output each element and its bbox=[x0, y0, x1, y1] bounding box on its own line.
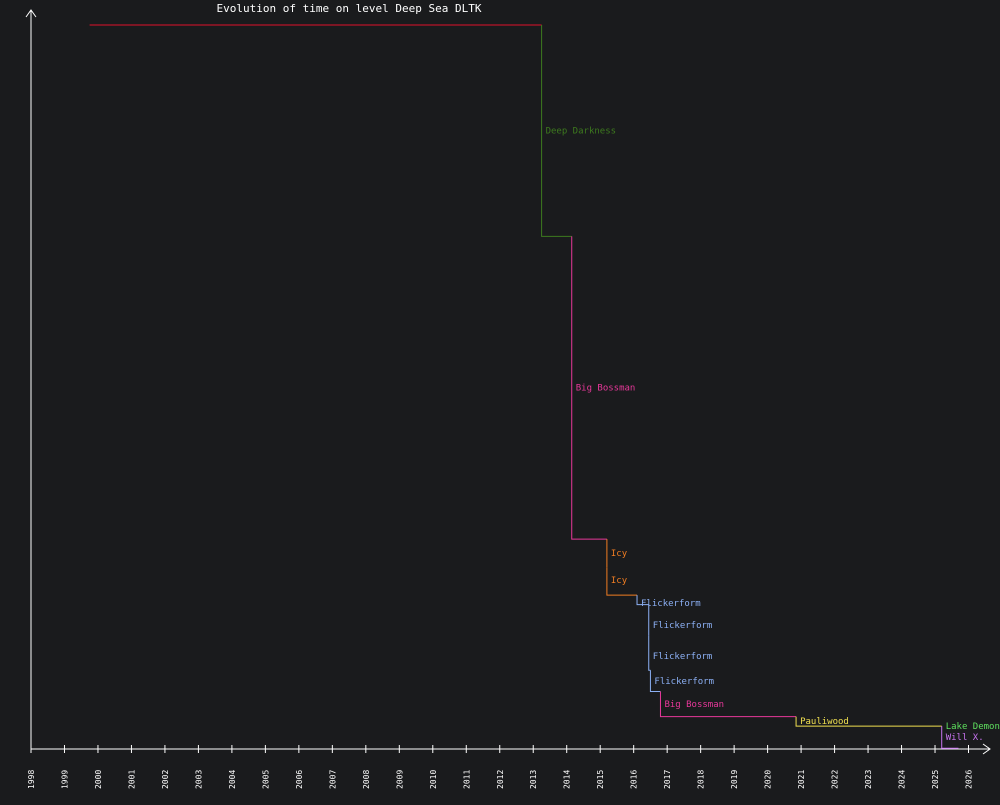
record-step bbox=[571, 236, 607, 540]
x-tick-label: 2021 bbox=[797, 770, 806, 789]
x-tick-label: 2005 bbox=[261, 770, 270, 789]
x-tick-label: 2002 bbox=[161, 770, 170, 789]
x-tick-label: 2018 bbox=[697, 770, 706, 789]
holder-label: Flickerform bbox=[654, 677, 714, 687]
x-tick-label: 2006 bbox=[295, 770, 304, 789]
x-tick-label: 2026 bbox=[965, 770, 974, 789]
holder-label: Pauliwood bbox=[800, 717, 849, 727]
x-tick-label: 2015 bbox=[596, 770, 605, 789]
x-tick-label: 1999 bbox=[60, 770, 69, 789]
holder-label: Flickerform bbox=[641, 599, 701, 609]
record-step bbox=[606, 567, 638, 596]
record-step bbox=[649, 670, 661, 693]
x-tick-label: 2025 bbox=[931, 770, 940, 789]
holder-label: Flickerform bbox=[653, 652, 713, 662]
x-tick-label: 2003 bbox=[194, 770, 203, 789]
x-tick-label: 2004 bbox=[228, 770, 237, 789]
x-tick-label: 2017 bbox=[663, 770, 672, 789]
x-tick-label: 2014 bbox=[563, 770, 572, 789]
holder-labels: Deep Darkness Big Bossman Icy Icy Flickerfor… bbox=[546, 127, 1000, 743]
record-step bbox=[659, 691, 797, 718]
holder-label: Deep Darkness bbox=[546, 127, 616, 137]
x-axis-arrow bbox=[982, 743, 991, 755]
axes bbox=[25, 9, 991, 755]
x-tick-label: 2001 bbox=[127, 770, 136, 789]
x-tick-label: 2012 bbox=[496, 770, 505, 789]
x-tick-label: 2013 bbox=[529, 770, 538, 789]
holder-label: Big Bossman bbox=[664, 700, 724, 710]
chart-title: Evolution of time on level Deep Sea DLTK bbox=[217, 2, 482, 15]
holder-label: Icy bbox=[611, 576, 628, 586]
y-axis-arrow bbox=[25, 9, 37, 18]
record-step bbox=[541, 25, 572, 237]
holder-label: Icy bbox=[611, 549, 628, 559]
x-tick-label: 1998 bbox=[27, 770, 36, 789]
x-tick-label: 2007 bbox=[328, 770, 337, 789]
record-series bbox=[89, 24, 959, 749]
x-tick-label: 2019 bbox=[730, 770, 739, 789]
holder-label: Flickerform bbox=[653, 621, 713, 631]
record-step bbox=[636, 595, 649, 606]
holder-label: Big Bossman bbox=[576, 384, 636, 394]
record-step bbox=[795, 716, 942, 727]
x-tick-label: 2011 bbox=[462, 770, 471, 789]
x-tick-label: 2008 bbox=[362, 770, 371, 789]
x-axis-ticks: 1998 1999 2000 2001 2002 2003 2004 2005 2006 2007… bbox=[27, 745, 974, 789]
x-tick-label: 2010 bbox=[429, 770, 438, 789]
x-tick-label: 2023 bbox=[864, 770, 873, 789]
x-tick-label: 2009 bbox=[395, 770, 404, 789]
x-tick-label: 2022 bbox=[831, 770, 840, 789]
record-step bbox=[648, 635, 651, 671]
x-tick-label: 2000 bbox=[94, 770, 103, 789]
record-step bbox=[941, 726, 959, 749]
holder-label: Lake Demon bbox=[946, 722, 1000, 732]
x-tick-label: 2016 bbox=[630, 770, 639, 789]
x-tick-label: 2020 bbox=[764, 770, 773, 789]
x-tick-label: 2024 bbox=[898, 770, 907, 789]
holder-label: Will X. bbox=[946, 733, 984, 743]
